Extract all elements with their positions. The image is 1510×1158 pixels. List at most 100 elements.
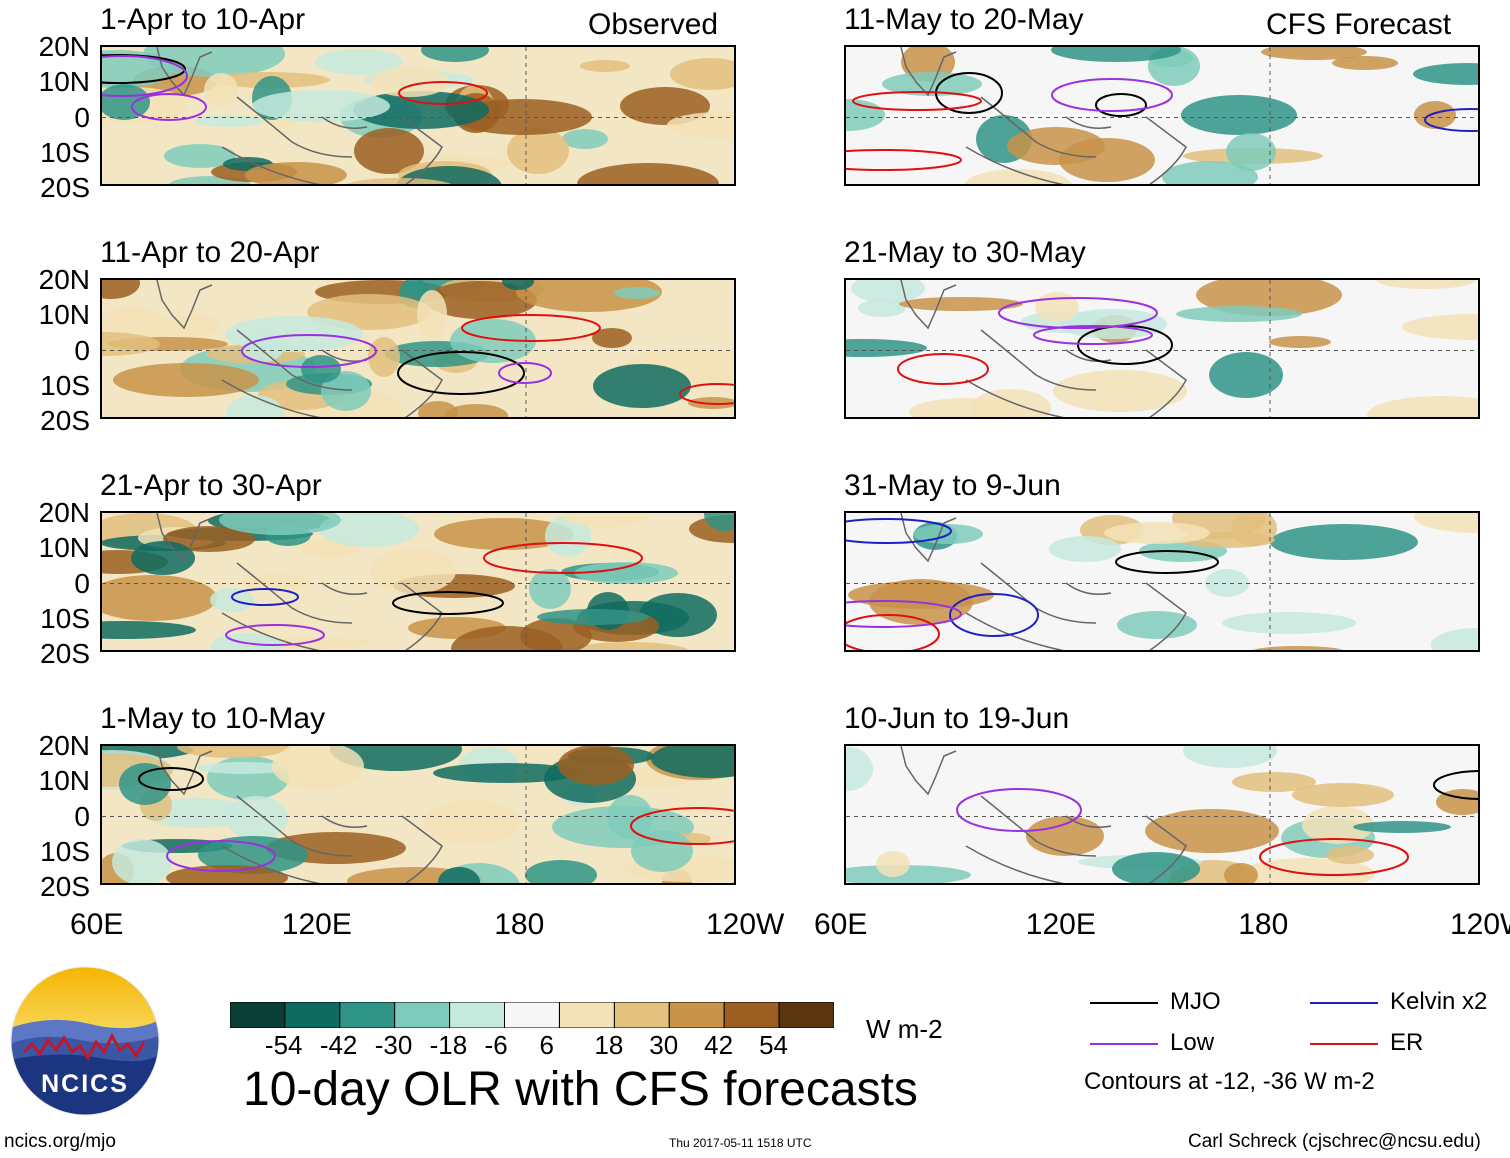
map-panel	[844, 744, 1480, 885]
colorbar-tick-label: 6	[539, 1030, 554, 1060]
contour-low	[131, 93, 207, 121]
contour-note: Contours at -12, -36 W m-2	[1084, 1068, 1375, 1095]
dry-anomaly	[876, 851, 910, 877]
lat-tick-label: 20S	[40, 172, 90, 203]
wet-anomaly	[164, 144, 236, 168]
panel-title: 31-May to 9-Jun	[844, 469, 1061, 502]
contour-low	[1033, 325, 1153, 345]
lat-tick-label: 20S	[40, 871, 90, 902]
dry-anomaly	[102, 332, 160, 356]
olr-field	[846, 746, 1478, 883]
coastline	[900, 746, 1187, 883]
coastline	[900, 47, 1187, 184]
wet-anomaly	[1353, 821, 1451, 833]
wet-anomaly	[846, 865, 971, 883]
legend-label: Low	[1170, 1029, 1215, 1056]
wet-anomaly	[321, 371, 371, 411]
map-panel	[100, 511, 736, 652]
map-panel	[100, 278, 736, 419]
dry-anomaly	[1231, 513, 1277, 546]
wet-anomaly	[102, 621, 196, 639]
lat-tick-label: 10S	[40, 136, 90, 168]
legend-line	[1090, 1002, 1158, 1004]
legend-line	[1090, 1043, 1158, 1045]
wet-anomaly	[438, 867, 480, 883]
wet-anomaly	[319, 513, 419, 547]
dry-anomaly	[577, 163, 719, 184]
dry-anomaly	[1332, 56, 1398, 70]
colorbar-tick-label: -42	[319, 1030, 358, 1060]
lat-tick-label: 20N	[38, 730, 90, 761]
contour-er	[852, 91, 982, 111]
dry-anomaly	[347, 178, 451, 184]
map-panel	[100, 45, 736, 186]
dry-anomaly	[1232, 772, 1316, 792]
contour-low	[241, 334, 377, 368]
olr-field	[846, 280, 1478, 417]
olr-field	[102, 513, 734, 650]
site-url[interactable]: ncics.org/mjo	[4, 1131, 116, 1152]
lon-tick-label: 120W	[1450, 908, 1510, 941]
dry-anomaly	[1376, 280, 1476, 289]
wet-anomaly	[197, 762, 289, 774]
wet-anomaly	[1226, 133, 1276, 171]
contour-kelvin-x2	[949, 593, 1039, 637]
dry-anomaly	[1252, 646, 1344, 650]
wet-anomaly	[131, 541, 195, 575]
dry-anomaly	[417, 290, 447, 338]
wet-anomaly	[545, 515, 591, 557]
dry-anomaly	[425, 281, 537, 319]
logo-text: NCICS	[41, 1070, 129, 1098]
wet-anomaly	[198, 836, 308, 874]
contour-er	[679, 383, 734, 405]
lon-tick-label: 180	[1238, 908, 1289, 941]
wet-anomaly	[353, 91, 489, 129]
lat-tick-label: 10S	[40, 835, 90, 867]
figure-title: 10-day OLR with CFS forecasts	[243, 1063, 918, 1116]
timestamp: Thu 2017-05-11 1518 UTC	[669, 1136, 812, 1150]
legend-line	[1310, 1043, 1378, 1045]
wet-anomaly	[851, 280, 925, 303]
wet-anomaly	[433, 763, 579, 783]
wet-anomaly	[537, 609, 649, 625]
dry-anomaly	[580, 60, 630, 72]
panel-title: 21-Apr to 30-Apr	[100, 469, 322, 502]
colorbar-swatch	[394, 1002, 451, 1028]
contour-mjo	[1095, 93, 1147, 117]
lat-tick-label: 20N	[38, 264, 90, 295]
lat-tick-label: 20S	[40, 405, 90, 436]
wet-anomaly	[1413, 63, 1478, 85]
wet-anomaly	[846, 339, 927, 357]
lat-tick-label: 20N	[38, 31, 90, 62]
wet-anomaly	[1117, 611, 1197, 639]
colorbar-tick-label: 54	[759, 1030, 788, 1060]
dry-anomaly	[174, 314, 218, 338]
colorbar-swatch	[559, 1002, 615, 1028]
contour-er	[1259, 838, 1409, 876]
wet-anomaly	[651, 746, 734, 778]
dry-anomaly	[1224, 863, 1258, 883]
wet-anomaly	[704, 513, 734, 531]
lat-tick-label: 10S	[40, 602, 90, 634]
contour-er	[483, 542, 643, 574]
wet-anomaly	[846, 747, 873, 791]
wet-anomaly	[421, 47, 489, 62]
wet-anomaly	[1051, 47, 1181, 62]
map-panel	[844, 45, 1480, 186]
lat-tick-label: 0	[74, 800, 90, 832]
dry-anomaly	[1367, 396, 1478, 417]
dry-anomaly	[418, 401, 458, 417]
lat-tick-label: 10N	[38, 532, 90, 564]
lat-tick-label: 10N	[38, 299, 90, 331]
wet-anomaly	[1205, 569, 1249, 597]
wet-anomaly	[112, 839, 172, 883]
panel-title: 11-May to 20-May	[844, 3, 1084, 36]
map-panel	[844, 278, 1480, 419]
dry-anomaly	[1145, 809, 1279, 853]
dry-anomaly	[569, 642, 689, 650]
wet-anomaly	[143, 47, 285, 77]
contour-low	[498, 362, 552, 384]
dry-anomaly	[1104, 522, 1210, 544]
wet-anomaly	[858, 299, 906, 317]
wet-anomaly	[315, 49, 403, 75]
